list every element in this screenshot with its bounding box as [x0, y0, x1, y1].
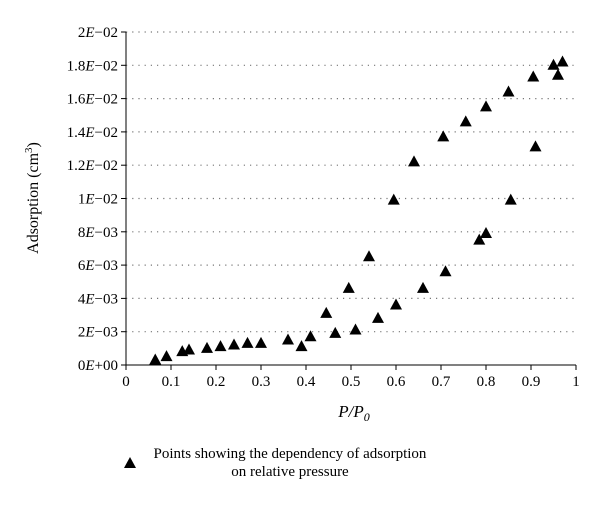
data-point — [502, 85, 515, 97]
data-point — [201, 341, 213, 353]
data-point — [372, 311, 384, 323]
data-point — [304, 330, 317, 342]
data-point — [459, 115, 472, 127]
data-point — [160, 350, 173, 362]
x-tick-label: 0.8 — [477, 374, 496, 390]
x-tick-label: 0.1 — [162, 374, 181, 390]
y-axis-label: Adsorption (cm3) — [23, 142, 42, 254]
data-point — [529, 140, 542, 152]
data-point — [480, 100, 492, 112]
y-tick-label: 6E−03 — [78, 258, 118, 274]
x-tick-label: 0.3 — [252, 374, 271, 390]
x-tick-label: 0.6 — [387, 374, 406, 390]
y-tick-label: 0E+00 — [78, 358, 118, 374]
y-tick-label: 2E−02 — [78, 25, 118, 41]
data-point — [439, 265, 452, 277]
data-point — [480, 226, 492, 238]
data-point — [437, 130, 450, 142]
x-tick-label: 1 — [572, 374, 580, 390]
data-point — [552, 68, 564, 80]
data-point — [282, 333, 294, 345]
legend-text: Points showing the dependency of adsorpt… — [153, 446, 427, 480]
data-point — [547, 58, 560, 70]
x-tick-label: 0.2 — [207, 374, 226, 390]
y-tick-label: 1.6E−02 — [67, 92, 118, 108]
data-point — [228, 338, 240, 350]
y-tick-label: 1E−02 — [78, 192, 118, 208]
data-point — [329, 326, 342, 338]
data-point — [363, 250, 375, 262]
y-tick-label: 1.2E−02 — [67, 158, 118, 174]
y-tick-label: 8E−03 — [78, 225, 118, 241]
x-tick-label: 0.9 — [522, 374, 541, 390]
y-tick-label: 1.4E−02 — [67, 125, 118, 141]
data-point — [417, 281, 429, 293]
y-tick-label: 2E−03 — [78, 325, 118, 341]
data-point — [320, 306, 333, 318]
y-tick-labels: 0E+00 2E−03 4E−03 6E−03 8E−03 1E−02 1.2E−02 1.4… — [67, 25, 126, 374]
data-point — [241, 336, 254, 348]
data-point — [504, 193, 517, 205]
legend-triangle-icon — [124, 457, 136, 468]
data-point — [527, 70, 540, 82]
data-point — [183, 343, 195, 355]
x-tick-label: 0.4 — [297, 374, 316, 390]
data-point — [255, 336, 267, 348]
y-tick-label: 4E−03 — [78, 291, 118, 307]
grid-lines — [126, 31, 576, 333]
x-tick-labels: 0 0.1 0.2 0.3 0.4 0.5 0.6 0.7 0.8 0.9 1 — [122, 365, 580, 390]
data-point — [387, 193, 400, 205]
x-tick-label: 0.7 — [432, 374, 451, 390]
data-points — [149, 55, 569, 365]
x-tick-label: 0 — [122, 374, 130, 390]
x-tick-label: 0.5 — [342, 374, 361, 390]
data-point — [556, 55, 569, 67]
data-point — [342, 281, 355, 293]
data-point — [214, 340, 227, 352]
data-point — [408, 155, 420, 167]
y-tick-label: 1.8E−02 — [67, 58, 118, 74]
data-point — [295, 340, 308, 352]
data-point — [473, 233, 486, 245]
data-point — [390, 298, 402, 310]
data-point — [149, 353, 162, 365]
data-point — [349, 323, 362, 335]
x-axis-label: P/P0 — [337, 402, 370, 424]
